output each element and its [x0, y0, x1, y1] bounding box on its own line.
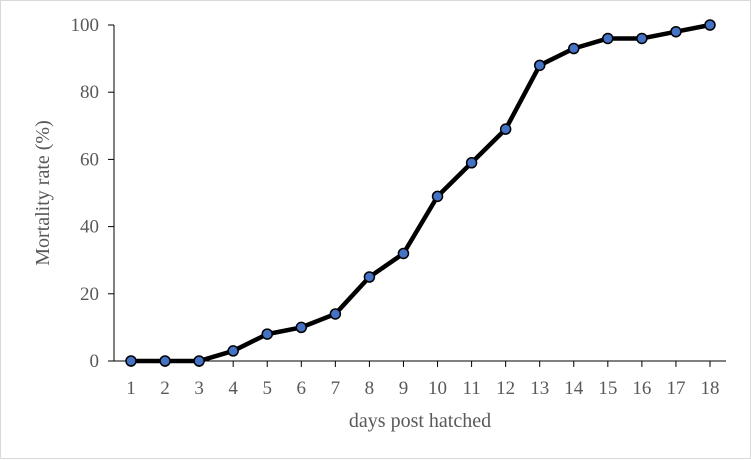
- series-line: [128, 22, 713, 364]
- data-point: [397, 247, 410, 260]
- x-tick-label: 5: [262, 378, 272, 399]
- data-point: [499, 123, 512, 135]
- data-point: [193, 355, 205, 367]
- x-tick-labels: 1 2 3 4 5 6 7 8 9 10 11 12 13 14 15 16 17 18: [126, 378, 719, 399]
- data-point: [602, 32, 614, 45]
- data-point: [295, 321, 308, 334]
- data-point: [227, 345, 239, 357]
- y-tick-label: 40: [80, 217, 99, 238]
- x-axis-label: days post hatched: [349, 410, 491, 432]
- y-axis-label: Mortality rate (%): [32, 120, 54, 266]
- x-tick-label: 13: [530, 378, 549, 399]
- x-tick-label: 11: [462, 378, 480, 399]
- x-tick-label: 10: [428, 378, 447, 399]
- x-tick-label: 9: [399, 378, 409, 399]
- data-point: [568, 42, 580, 55]
- y-tick-label: 60: [80, 149, 99, 170]
- y-tick-label: 0: [90, 351, 100, 372]
- x-tick-label: 8: [365, 378, 375, 399]
- x-tick-label: 16: [632, 378, 651, 399]
- x-tick-label: 15: [598, 378, 617, 399]
- x-tick-label: 4: [228, 378, 238, 399]
- data-point: [261, 328, 273, 340]
- data-point: [329, 308, 342, 320]
- y-tick-labels: 0 20 40 60 80 100: [71, 15, 100, 372]
- x-tick-label: 18: [701, 378, 720, 399]
- x-tick-label: 3: [194, 378, 204, 399]
- x-tick-label: 2: [160, 378, 170, 399]
- y-tick-label: 20: [80, 284, 99, 305]
- x-tick-label: 6: [297, 378, 307, 399]
- series-group: [125, 19, 716, 367]
- data-point: [159, 355, 171, 367]
- x-tick-label: 12: [496, 378, 515, 399]
- x-tick-label: 17: [666, 378, 685, 399]
- x-tick-label: 14: [564, 378, 584, 399]
- x-tick-label: 1: [126, 378, 136, 399]
- x-tick-label: 7: [331, 378, 341, 399]
- data-point: [670, 25, 682, 38]
- data-point: [533, 59, 546, 72]
- y-tick-label: 100: [71, 15, 100, 36]
- data-point: [125, 355, 137, 367]
- axes: [108, 24, 726, 367]
- y-tick-label: 80: [80, 82, 99, 103]
- data-point: [704, 19, 716, 31]
- data-point: [363, 271, 376, 283]
- data-point: [431, 190, 444, 203]
- data-point: [465, 157, 478, 169]
- data-point: [636, 32, 648, 45]
